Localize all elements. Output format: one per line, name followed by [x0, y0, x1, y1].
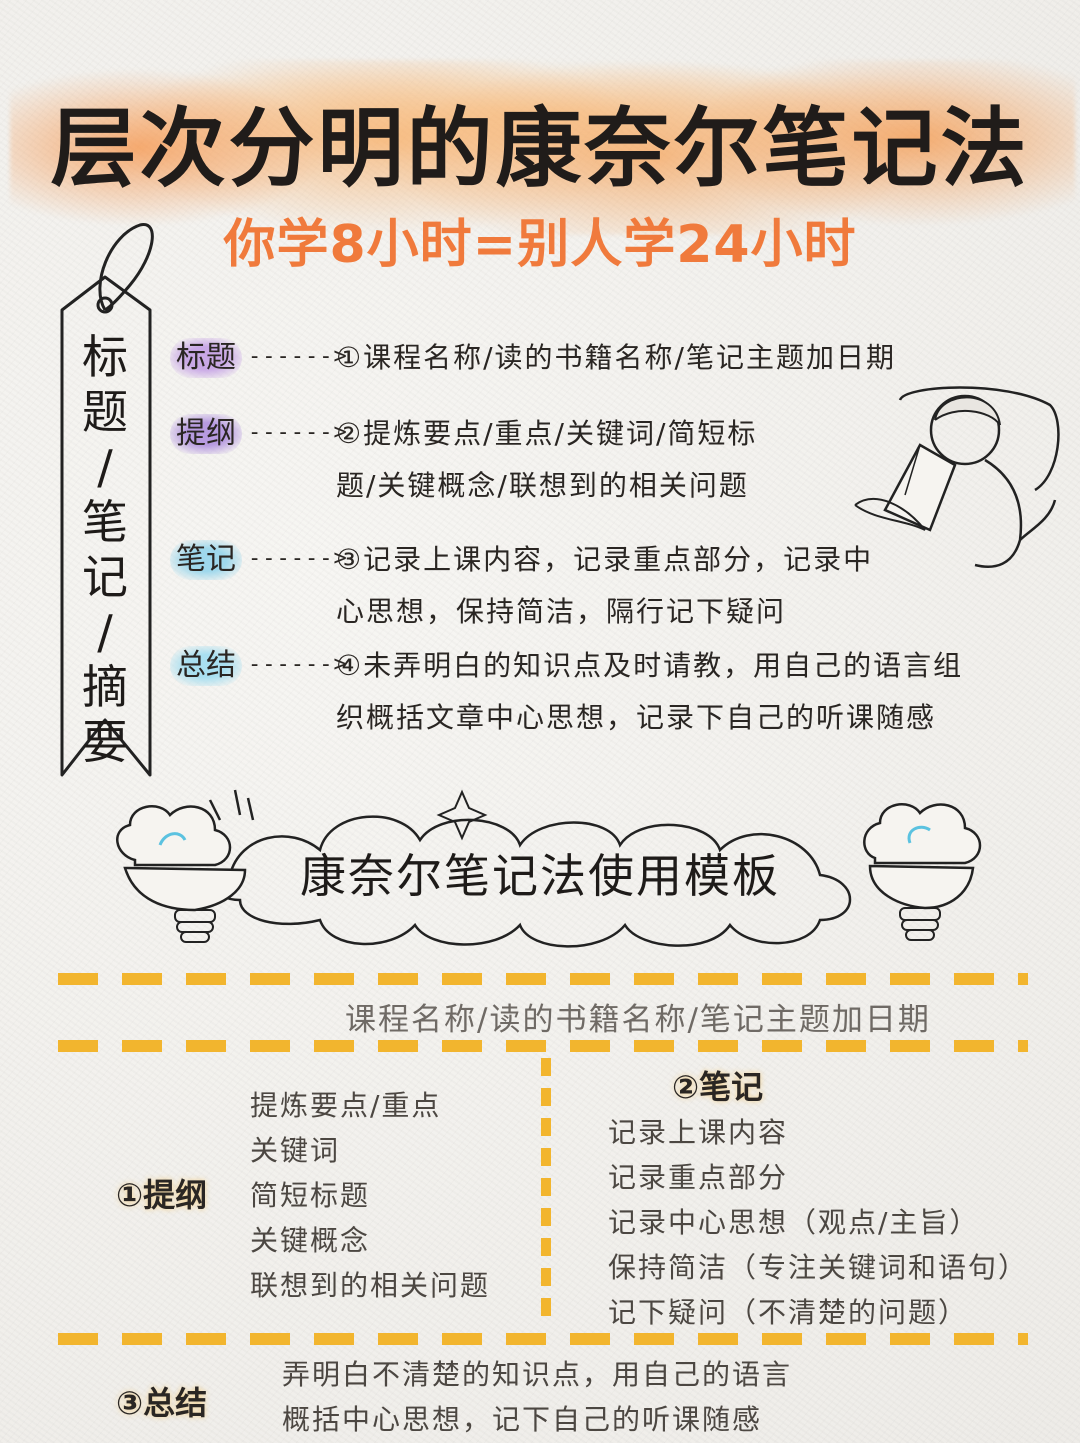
- page-title: 层次分明的康奈尔笔记法: [50, 99, 1030, 199]
- row-text-line: ①课程名称/读的书籍名称/笔记主题加日期: [336, 341, 896, 374]
- row-text-line: 织概括文章中心思想，记录下自己的听课随感: [336, 701, 937, 734]
- title-watercolor-wash: [10, 60, 1075, 235]
- list-item: 提炼要点/重点: [250, 1089, 442, 1122]
- list-item: 关键概念: [250, 1224, 371, 1257]
- list-item: 记录中心思想（观点/主旨）: [608, 1206, 980, 1239]
- outline-list: 提炼要点/重点 关键词简短标题关键概念联想到的相关问题: [250, 1083, 490, 1308]
- cloud-banner-frame: [116, 789, 982, 948]
- list-item: 记下疑问（不清楚的问题）: [608, 1296, 969, 1329]
- template-dash-divider: [541, 1058, 551, 1328]
- hanging-tag-icon: [60, 223, 154, 777]
- tag-char: 要: [82, 715, 128, 769]
- template-dash-top: [58, 973, 1028, 985]
- reading-person-illustration: [854, 386, 1060, 568]
- row-arrow: ------>: [248, 344, 348, 369]
- row-label: 提纲: [170, 414, 242, 454]
- tag-vertical-text: 标题 / 笔记 / 摘要: [62, 330, 148, 770]
- list-item: 联想到的相关问题: [250, 1269, 491, 1302]
- row-label: 标题: [170, 338, 242, 378]
- row-text-line: 题/关键概念/联想到的相关问题: [336, 469, 749, 502]
- list-item: 关键词: [250, 1134, 341, 1167]
- list-item: 简短标题: [250, 1179, 371, 1212]
- notes-label: ②笔记: [665, 1062, 770, 1108]
- notes-list: 记录上课内容 记录重点部分记录中心思想（观点/主旨） 保持简洁（专注关键词和语句） 记…: [608, 1110, 1028, 1335]
- template-dash-summary-top: [58, 1333, 1028, 1345]
- tag-char: /: [97, 440, 113, 494]
- tag-char: 记: [82, 550, 128, 604]
- page-subtitle: 你学8小时=别人学24小时: [223, 215, 857, 275]
- outline-label: ①提纲: [109, 1170, 214, 1216]
- list-item: 概括中心思想，记下自己的听课随感: [282, 1403, 763, 1436]
- tag-char: 标: [82, 330, 128, 384]
- row-label: 总结: [170, 646, 242, 686]
- row-arrow: ------>: [248, 652, 348, 677]
- row-arrow: ------>: [248, 546, 348, 571]
- list-item: 弄明白不清楚的知识点，用自己的语言: [282, 1358, 793, 1391]
- row-text-line: ②提炼要点/重点/关键词/简短标: [336, 417, 758, 450]
- summary-label: ③总结: [109, 1378, 214, 1424]
- template-heading: 课程名称/读的书籍名称/笔记主题加日期: [345, 1002, 931, 1038]
- tag-char: 笔: [82, 495, 128, 549]
- list-item: 记录重点部分: [608, 1161, 789, 1194]
- summary-list: 弄明白不清楚的知识点，用自己的语言 概括中心思想，记下自己的听课随感: [282, 1352, 792, 1442]
- row-text-line: ④未弄明白的知识点及时请教，用自己的语言组: [336, 649, 964, 682]
- tag-char: 摘: [82, 660, 128, 714]
- template-dash-header-bottom: [58, 1040, 1028, 1052]
- banner-title: 康奈尔笔记法使用模板: [300, 849, 780, 903]
- tag-char: 题: [82, 385, 128, 439]
- row-label: 笔记: [170, 540, 242, 580]
- list-item: 保持简洁（专注关键词和语句）: [608, 1251, 1029, 1284]
- list-item: 记录上课内容: [608, 1116, 789, 1149]
- tag-char: /: [97, 605, 113, 659]
- row-arrow: ------>: [248, 420, 348, 445]
- row-text-line: 心思想，保持简洁，隔行记下疑问: [336, 595, 787, 628]
- row-text-line: ③记录上课内容，记录重点部分，记录中: [336, 543, 874, 576]
